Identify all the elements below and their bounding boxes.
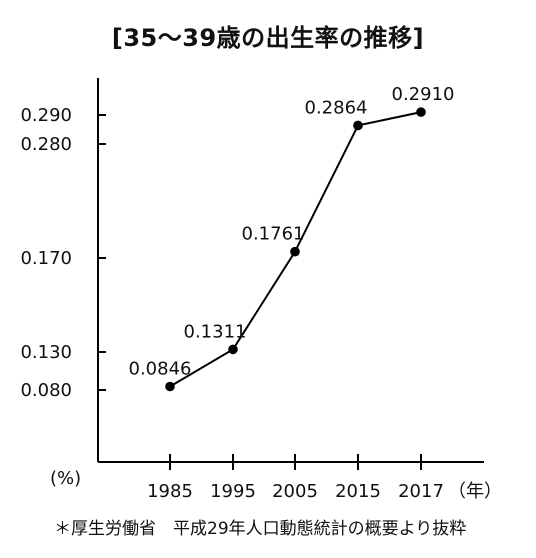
y-tick-label: 0.290 — [20, 105, 72, 126]
data-label: 0.2910 — [392, 84, 455, 105]
y-unit-label: (%) — [50, 468, 81, 489]
data-point — [416, 107, 426, 117]
x-unit-label: （年） — [448, 481, 502, 502]
chart-title: [35〜39歳の出生率の推移] — [111, 24, 425, 52]
data-label: 0.0846 — [129, 359, 192, 380]
x-tick-label: 1985 — [147, 481, 193, 502]
y-tick-label: 0.280 — [20, 134, 72, 155]
data-label: 0.2864 — [305, 97, 368, 118]
data-point — [228, 344, 238, 355]
y-tick-label: 0.170 — [20, 248, 72, 269]
x-tick-label: 2015 — [335, 481, 381, 502]
data-label: 0.1311 — [184, 321, 247, 342]
x-tick-label: 2005 — [272, 481, 318, 502]
data-point — [353, 120, 363, 131]
data-label: 0.1761 — [242, 224, 305, 245]
data-point — [290, 246, 300, 257]
data-point — [165, 381, 175, 392]
y-tick-label: 0.130 — [20, 342, 72, 363]
x-tick-label: 2017 — [398, 481, 444, 502]
y-tick-label: 0.080 — [20, 380, 72, 401]
x-tick-label: 1995 — [210, 481, 256, 502]
source-note: ＊厚生労働省 平成29年人口動態統計の概要より抜粋 — [54, 519, 467, 539]
